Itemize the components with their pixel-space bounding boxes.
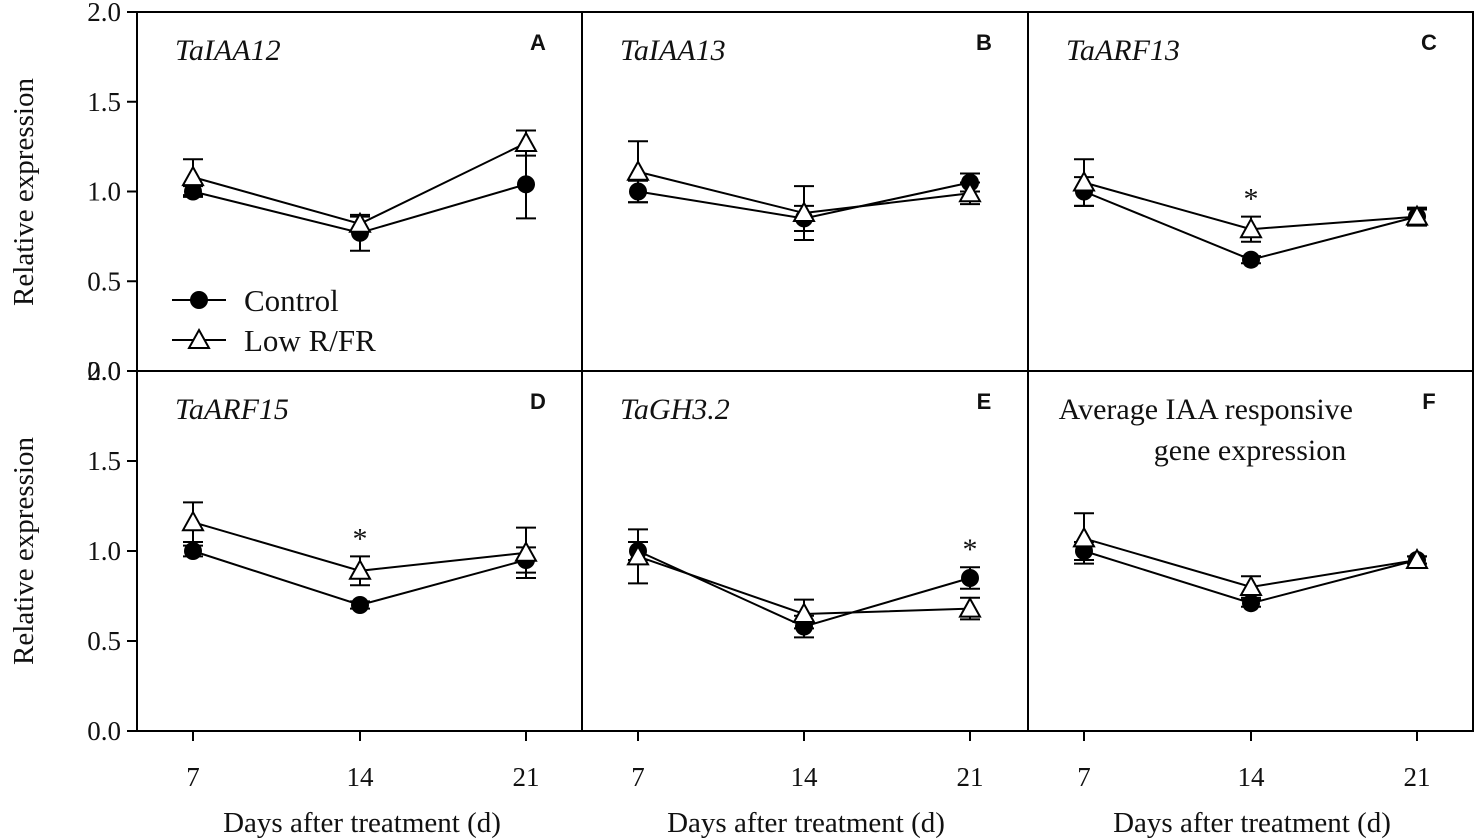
legend-marker-low-rfr <box>187 327 211 349</box>
y-axis-label-bottom: Relative expression <box>8 437 40 665</box>
y-tick-label: 0.0 <box>87 716 121 746</box>
panel-letter: E <box>977 389 992 414</box>
panel-letter: F <box>1422 389 1435 414</box>
panel-letter: D <box>530 389 546 414</box>
y-tick-label: 2.0 <box>87 356 121 386</box>
panel-title: TaIAA13 <box>620 34 726 67</box>
data-point-low-rfr <box>514 540 538 562</box>
data-point-low-rfr <box>1239 574 1263 596</box>
panel-letter: C <box>1421 30 1437 55</box>
y-tick-label: 1.0 <box>87 177 121 207</box>
x-tick-label: 7 <box>1077 762 1091 792</box>
y-tick-label: 0.5 <box>87 266 121 296</box>
data-point-low-rfr <box>181 165 205 187</box>
x-tick-label: 14 <box>791 762 819 792</box>
data-point-low-rfr <box>348 558 372 580</box>
data-point-control <box>351 596 369 614</box>
data-point-low-rfr <box>1072 170 1096 192</box>
panel-f: 7 14 21 Average IAA responsive gene expressi… <box>1027 370 1474 792</box>
legend: Control Low R/FR <box>172 283 376 358</box>
panel-title: TaARF15 <box>175 393 289 426</box>
y-tick-label: 1.0 <box>87 536 121 566</box>
panel-letter: B <box>976 30 992 55</box>
significance-marker: * <box>1244 183 1259 216</box>
x-axis-label-right: Days after treatment (d) <box>1113 807 1391 839</box>
data-point-control <box>184 542 202 560</box>
data-point-low-rfr <box>958 181 982 203</box>
data-point-low-rfr <box>1239 217 1263 239</box>
data-point-low-rfr <box>626 544 650 566</box>
x-tick-label: 14 <box>1238 762 1266 792</box>
panel-d: 0.0 0.5 1.0 1.5 2.0 7 14 21 TaARF15 D * <box>87 356 583 792</box>
data-point-low-rfr <box>514 130 538 153</box>
x-axis-label-middle: Days after treatment (d) <box>667 807 945 839</box>
data-point-low-rfr <box>958 596 982 618</box>
legend-marker-control <box>190 291 208 309</box>
x-tick-label: 14 <box>347 762 375 792</box>
panel-b: TaIAA13 B <box>581 11 1029 372</box>
y-tick-label: 1.5 <box>87 446 121 476</box>
x-axis-label-left: Days after treatment (d) <box>223 807 501 839</box>
x-tick-label: 21 <box>957 762 984 792</box>
panel-title: Average IAA responsive <box>1059 393 1353 426</box>
panel-title: TaGH3.2 <box>620 393 730 426</box>
x-tick-label: 21 <box>513 762 540 792</box>
data-point-control <box>1242 250 1260 269</box>
data-point-low-rfr <box>792 601 816 623</box>
data-point-control <box>961 569 979 587</box>
series-line-low-rfr <box>192 142 527 225</box>
y-tick-label: 0.5 <box>87 626 121 656</box>
data-point-low-rfr <box>1405 204 1429 226</box>
legend-label-control: Control <box>244 283 339 318</box>
x-tick-label: 7 <box>186 762 200 792</box>
data-point-low-rfr <box>1405 547 1429 569</box>
x-tick-label: 7 <box>631 762 645 792</box>
panel-title: TaIAA12 <box>175 34 281 67</box>
x-tick-label: 21 <box>1404 762 1431 792</box>
data-point-low-rfr <box>1072 526 1096 548</box>
data-point-control <box>517 175 535 194</box>
data-point-low-rfr <box>181 510 205 532</box>
panel-letter: A <box>530 30 546 55</box>
y-tick-label: 2.0 <box>87 0 121 27</box>
panel-e: 7 14 21 TaGH3.2 E * <box>581 370 1029 792</box>
y-tick-label: 0.0 <box>87 356 121 386</box>
plot-area: 0.0 0.5 1.0 1.5 2.0 TaIAA12 A TaIAA13 B TaARF13 C *… <box>87 0 1474 792</box>
significance-marker: * <box>963 533 978 566</box>
data-point-low-rfr <box>348 211 372 233</box>
panel-subtitle: gene expression <box>1154 434 1346 467</box>
y-tick-label: 1.5 <box>87 87 121 117</box>
significance-marker: * <box>353 522 368 555</box>
y-axis-label-top: Relative expression <box>8 78 40 306</box>
data-point-low-rfr <box>792 200 816 223</box>
legend-label-low-rfr: Low R/FR <box>244 323 376 358</box>
data-point-low-rfr <box>626 159 650 181</box>
panel-title: TaARF13 <box>1066 34 1180 67</box>
panel-c: TaARF13 C * <box>1027 11 1474 372</box>
